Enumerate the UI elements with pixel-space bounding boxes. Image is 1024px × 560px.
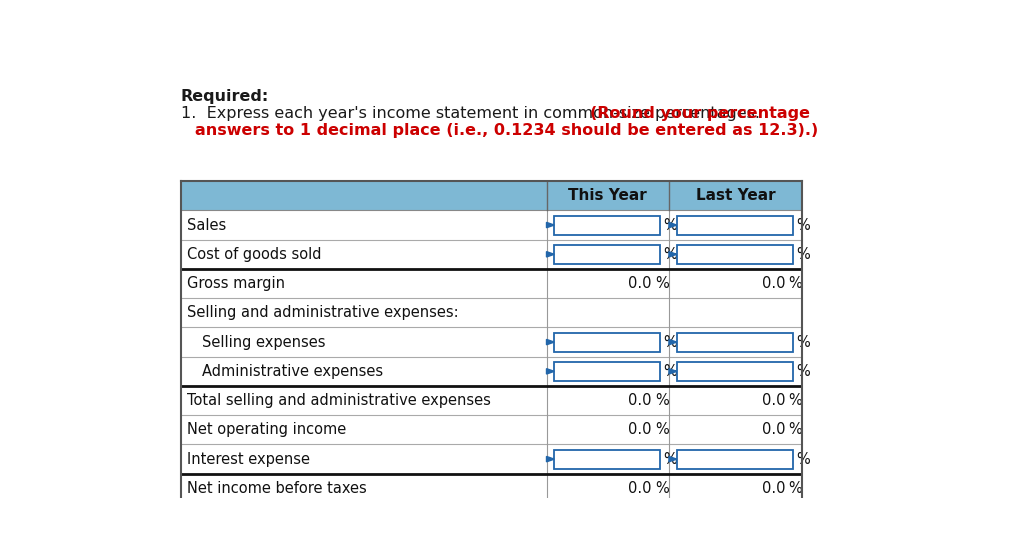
Text: %: % (788, 276, 802, 291)
Text: Cost of goods sold: Cost of goods sold (187, 247, 322, 262)
Text: %: % (796, 364, 810, 379)
Text: 0.0: 0.0 (629, 481, 652, 496)
Text: %: % (655, 276, 669, 291)
Text: 0.0: 0.0 (762, 481, 785, 496)
Text: Gross margin: Gross margin (187, 276, 285, 291)
Bar (180, 181, 802, 211)
Bar (554, 333, 659, 352)
Text: 0.0: 0.0 (762, 393, 785, 408)
Text: %: % (788, 422, 802, 437)
Text: %: % (796, 334, 810, 349)
Text: 0.0: 0.0 (762, 276, 785, 291)
Bar (554, 216, 659, 235)
Text: %: % (796, 217, 810, 232)
Text: %: % (663, 451, 677, 466)
Text: %: % (655, 481, 669, 496)
Text: Required:: Required: (180, 88, 269, 104)
Text: (Round your percentage: (Round your percentage (590, 106, 810, 121)
Text: %: % (796, 247, 810, 262)
Text: %: % (796, 451, 810, 466)
Bar (677, 333, 793, 352)
Text: Total selling and administrative expenses: Total selling and administrative expense… (187, 393, 490, 408)
Text: %: % (655, 422, 669, 437)
Text: Net operating income: Net operating income (187, 422, 346, 437)
Text: %: % (788, 481, 802, 496)
Text: %: % (663, 217, 677, 232)
Polygon shape (669, 222, 677, 228)
Text: This Year: This Year (568, 188, 647, 203)
Bar (677, 450, 793, 469)
Text: Sales: Sales (187, 217, 226, 232)
Polygon shape (547, 222, 554, 228)
Polygon shape (669, 456, 677, 462)
Polygon shape (547, 368, 554, 374)
Text: %: % (663, 247, 677, 262)
Polygon shape (669, 368, 677, 374)
Text: Selling expenses: Selling expenses (203, 334, 326, 349)
Text: 0.0: 0.0 (629, 422, 652, 437)
Bar (554, 362, 659, 381)
Text: %: % (663, 364, 677, 379)
Text: %: % (788, 393, 802, 408)
Polygon shape (547, 456, 554, 462)
Text: 0.0: 0.0 (629, 276, 652, 291)
Bar (677, 245, 793, 264)
Bar (554, 450, 659, 469)
Polygon shape (669, 251, 677, 257)
Bar (677, 216, 793, 235)
Text: 0.0: 0.0 (629, 393, 652, 408)
Text: 0.0: 0.0 (762, 422, 785, 437)
Polygon shape (547, 339, 554, 345)
Text: 1.  Express each year's income statement in common-size percentages.: 1. Express each year's income statement … (180, 106, 765, 121)
Text: Net income before taxes: Net income before taxes (187, 481, 367, 496)
Text: Selling and administrative expenses:: Selling and administrative expenses: (187, 305, 459, 320)
Text: Administrative expenses: Administrative expenses (203, 364, 384, 379)
Text: %: % (663, 334, 677, 349)
Text: Interest expense: Interest expense (187, 451, 310, 466)
Polygon shape (547, 251, 554, 257)
Text: answers to 1 decimal place (i.e., 0.1234 should be entered as 12.3).): answers to 1 decimal place (i.e., 0.1234… (196, 123, 818, 138)
Polygon shape (669, 339, 677, 345)
Bar (677, 362, 793, 381)
Text: Last Year: Last Year (695, 188, 775, 203)
Bar (554, 245, 659, 264)
Text: %: % (655, 393, 669, 408)
